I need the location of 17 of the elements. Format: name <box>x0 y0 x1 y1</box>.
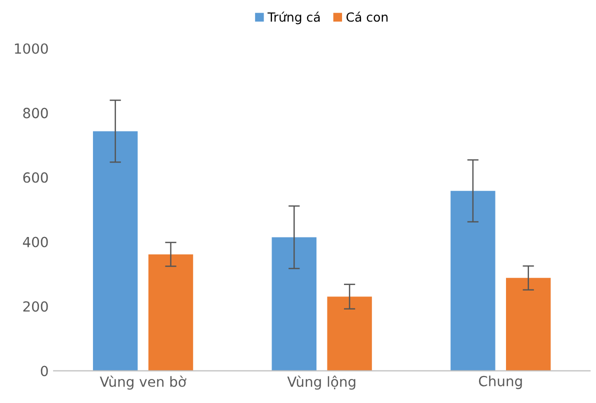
x-tick-label: Vùng ven bờ <box>100 376 186 390</box>
legend-label: Cá con <box>346 12 388 22</box>
y-tick-label: 400 <box>22 236 48 248</box>
y-tick-label: 200 <box>23 301 48 312</box>
x-tick-label: Vùng lộng <box>287 376 356 390</box>
bar <box>506 278 551 371</box>
bar <box>450 190 496 371</box>
y-tick-label: 800 <box>23 108 48 118</box>
y-tick-label: 1000 <box>14 43 48 54</box>
bar <box>327 296 372 371</box>
y-tick-label: 0 <box>40 366 48 376</box>
bar <box>272 237 316 371</box>
bar <box>148 254 194 371</box>
x-tick-label: Chung <box>478 376 522 390</box>
bar <box>92 131 138 371</box>
legend-label: Trứng cá <box>268 12 320 24</box>
y-tick-label: 600 <box>23 172 48 183</box>
